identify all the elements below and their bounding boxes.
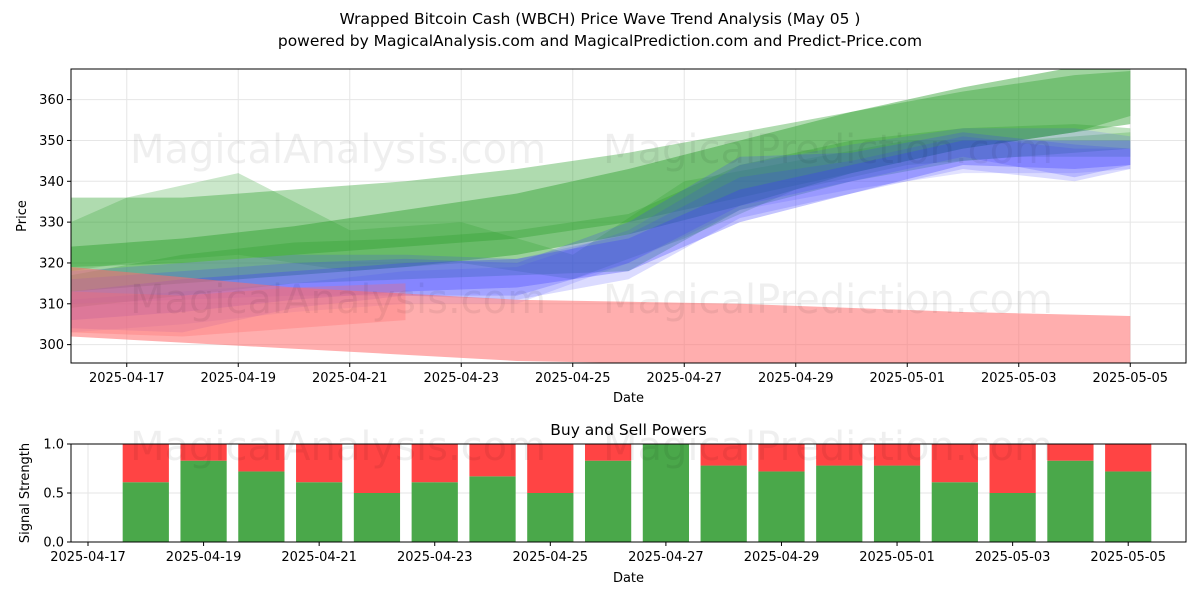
sell-bar (1105, 444, 1152, 472)
y-tick-label: 350 (39, 134, 64, 149)
buy-bar (642, 444, 690, 542)
sell-bar (873, 444, 921, 466)
bottom-y-axis-label: Signal Strength (18, 443, 33, 543)
x-tick-label: 2025-04-19 (166, 550, 242, 565)
watermark-text: MagicalAnalysis.com (130, 424, 546, 470)
price-band-blue (71, 140, 1131, 321)
buy-bar (238, 471, 285, 542)
buy-bar (353, 493, 401, 542)
bottom-x-axis-label: Date (613, 571, 644, 586)
price-band-red (71, 283, 406, 337)
x-tick-label: 2025-05-03 (981, 371, 1057, 386)
sell-bar (411, 444, 458, 483)
price-band-green (71, 69, 1131, 292)
watermark-text: MagicalAnalysis.com (130, 127, 546, 173)
price-band-blue (71, 136, 1131, 304)
top-x-axis-label: Date (613, 391, 644, 406)
x-tick-label: 2025-04-23 (397, 550, 473, 565)
buy-bar (1047, 460, 1094, 542)
buy-bar (527, 493, 574, 542)
price-band-red (71, 267, 1131, 363)
sell-bar (180, 444, 227, 461)
watermark-text: MagicalPrediction.com (603, 277, 1053, 323)
x-tick-label: 2025-04-29 (744, 550, 820, 565)
y-tick-label: 340 (39, 175, 64, 190)
y-tick-label: 300 (39, 338, 64, 353)
buy-bar (1105, 471, 1152, 542)
top-plot-frame (70, 68, 1187, 364)
buy-bar (411, 482, 458, 542)
bottom-chart-title: Buy and Sell Powers (550, 421, 707, 439)
y-tick-label: 310 (39, 297, 64, 312)
bottom-axis-ticks: 2025-04-17 2025-04-19 2025-04-21 2025-04-23… (43, 438, 1166, 566)
buy-bar (873, 465, 921, 542)
sell-bar (296, 444, 343, 483)
y-tick-label: 330 (39, 216, 64, 231)
x-tick-label: 2025-04-23 (423, 371, 499, 386)
buy-bar (931, 482, 978, 542)
top-y-axis-label: Price (15, 200, 30, 232)
x-tick-label: 2025-04-25 (535, 371, 611, 386)
x-tick-label: 2025-04-17 (89, 371, 165, 386)
signal-bars (122, 444, 1152, 542)
y-tick-label: 0.5 (43, 487, 64, 502)
x-tick-label: 2025-04-25 (513, 550, 589, 565)
x-tick-label: 2025-05-01 (859, 550, 935, 565)
sell-bar (353, 444, 401, 493)
buy-bar (296, 482, 343, 542)
y-tick-label: 1.0 (43, 438, 64, 453)
price-bands (71, 69, 1131, 363)
sell-bar (816, 444, 863, 466)
x-tick-label: 2025-05-05 (1092, 371, 1168, 386)
sell-bar (584, 444, 632, 461)
y-tick-label: 0.0 (43, 536, 64, 551)
chart-subtitle: powered by MagicalAnalysis.com and Magic… (277, 32, 923, 50)
x-tick-label: 2025-05-05 (1090, 550, 1166, 565)
sell-bar (931, 444, 978, 483)
buy-bar (758, 471, 805, 542)
buy-bar (469, 476, 516, 542)
x-tick-label: 2025-04-19 (200, 371, 276, 386)
sell-bar (527, 444, 574, 493)
price-band-green (71, 124, 1131, 308)
sell-bar (1047, 444, 1094, 461)
x-tick-label: 2025-04-29 (758, 371, 834, 386)
buy-bar (700, 465, 747, 542)
y-tick-label: 320 (39, 256, 64, 271)
x-tick-label: 2025-05-03 (975, 550, 1051, 565)
buy-bar (584, 460, 632, 542)
x-tick-label: 2025-04-21 (312, 371, 388, 386)
x-tick-label: 2025-04-27 (628, 550, 704, 565)
x-tick-label: 2025-05-01 (869, 371, 945, 386)
price-band-green (71, 71, 1131, 267)
watermark-text: MagicalAnalysis.com (130, 277, 546, 323)
sell-bar (469, 444, 516, 477)
sell-bar (758, 444, 805, 472)
x-tick-label: 2025-04-21 (281, 550, 357, 565)
y-tick-label: 360 (39, 93, 64, 108)
buy-bar (816, 465, 863, 542)
price-band-blue (71, 132, 1131, 333)
buy-bar (122, 482, 169, 542)
sell-bar (700, 444, 747, 466)
watermarks: MagicalAnalysis.com MagicalPrediction.com… (130, 127, 1053, 470)
watermark-text: MagicalPrediction.com (603, 424, 1053, 470)
x-tick-label: 2025-04-27 (646, 371, 722, 386)
x-tick-label: 2025-04-17 (50, 550, 126, 565)
price-band-green (71, 132, 1131, 280)
watermark-text: MagicalPrediction.com (603, 127, 1053, 173)
sell-bar (238, 444, 285, 472)
top-axis-ticks: 2025-04-17 2025-04-19 2025-04-21 2025-04-23… (39, 93, 1168, 386)
sell-bar (989, 444, 1036, 493)
buy-bar (989, 493, 1036, 542)
price-band-blue (71, 128, 1131, 333)
chart-title: Wrapped Bitcoin Cash (WBCH) Price Wave T… (339, 10, 861, 28)
sell-bar (122, 444, 169, 483)
buy-bar (180, 460, 227, 542)
